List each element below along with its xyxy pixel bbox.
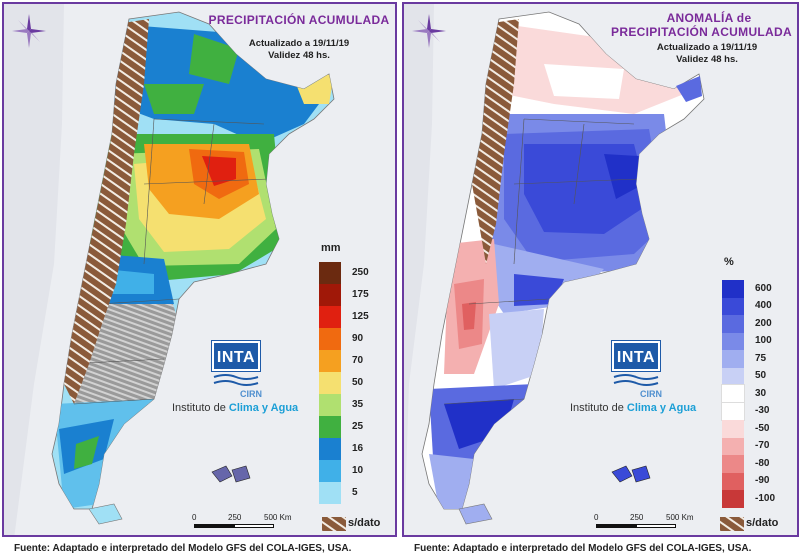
cirn-label: CIRN bbox=[240, 389, 262, 399]
legend-label: 250 bbox=[352, 267, 369, 278]
scale-tick-0: 0 bbox=[192, 513, 197, 522]
legend-swatch bbox=[319, 416, 341, 438]
updated-date: Actualizado a 19/11/19 bbox=[248, 38, 350, 49]
nodata-label: s/dato bbox=[348, 517, 381, 529]
legend-label: 30 bbox=[755, 387, 767, 399]
source-note-right: Fuente: Adaptado e interpretado del Mode… bbox=[414, 543, 752, 554]
legend-swatch bbox=[722, 297, 744, 315]
map-title: PRECIPITACIÓN ACUMULADA bbox=[208, 13, 390, 27]
legend-swatch bbox=[721, 401, 745, 421]
legend-label: -70 bbox=[755, 440, 770, 452]
scale-bar: 0 250 500 Km bbox=[192, 513, 314, 530]
scale-bar: 0 250 500 Km bbox=[594, 513, 716, 530]
compass-rose-icon bbox=[12, 14, 46, 48]
legend-swatch bbox=[722, 315, 744, 333]
institute-highlight: Clima y Agua bbox=[228, 402, 299, 414]
legend-swatch bbox=[319, 328, 341, 350]
legend-label: -80 bbox=[755, 457, 770, 469]
nodata-swatch bbox=[720, 517, 744, 531]
legend-swatch bbox=[319, 482, 341, 504]
scale-tick-250: 250 bbox=[630, 513, 644, 522]
legend-unit: % bbox=[724, 256, 734, 268]
precipitation-map-panel: PRECIPITACIÓN ACUMULADA Actualizado a 19… bbox=[2, 2, 397, 537]
compass-rose-icon bbox=[412, 14, 446, 48]
legend-label: 16 bbox=[352, 443, 364, 454]
legend-swatch bbox=[722, 437, 744, 455]
legend-swatch bbox=[722, 490, 744, 508]
nodata-swatch bbox=[322, 517, 346, 531]
institute-name: Instituto de Clima y Agua bbox=[172, 402, 298, 414]
validity-text: Validez 48 hs. bbox=[676, 54, 738, 65]
nodata-label: s/dato bbox=[746, 517, 779, 529]
inta-logo: INTA bbox=[211, 340, 261, 372]
legend-swatch bbox=[722, 420, 744, 438]
legend-swatch bbox=[319, 438, 341, 460]
legend-unit: mm bbox=[321, 242, 341, 254]
legend-swatch bbox=[319, 284, 341, 306]
inta-logo: INTA bbox=[611, 340, 661, 372]
precipitation-legend: mm 250 175 125 90 70 50 35 25 16 10 5 bbox=[319, 242, 394, 512]
legend-label: 90 bbox=[352, 333, 364, 344]
legend-swatch bbox=[319, 306, 341, 328]
institute-prefix: Instituto de bbox=[172, 402, 229, 414]
legend-swatch bbox=[722, 350, 744, 368]
legend-swatch bbox=[319, 394, 341, 416]
legend-swatch bbox=[722, 367, 744, 385]
legend-label: -90 bbox=[755, 475, 770, 487]
cirn-label: CIRN bbox=[640, 389, 662, 399]
scale-tick-500: 500 Km bbox=[264, 513, 292, 522]
legend-label: 125 bbox=[352, 311, 369, 322]
institute-prefix: Instituto de bbox=[570, 402, 627, 414]
legend-label: 75 bbox=[755, 352, 767, 364]
source-note-left: Fuente: Adaptado e interpretado del Mode… bbox=[14, 543, 352, 554]
legend-label: 600 bbox=[755, 282, 772, 294]
legend-label: 400 bbox=[755, 300, 772, 312]
legend-swatch bbox=[721, 384, 745, 404]
updated-date: Actualizado a 19/11/19 bbox=[656, 42, 758, 53]
legend-label: 35 bbox=[352, 399, 364, 410]
legend-label: 5 bbox=[352, 487, 358, 498]
legend-label: 200 bbox=[755, 317, 772, 329]
legend-swatch bbox=[319, 350, 341, 372]
anomaly-map bbox=[404, 4, 797, 535]
legend-label: -30 bbox=[755, 405, 770, 417]
legend-label: 100 bbox=[755, 335, 772, 347]
scale-tick-250: 250 bbox=[228, 513, 242, 522]
institute-highlight: Clima y Agua bbox=[626, 402, 697, 414]
waves-icon bbox=[613, 374, 659, 386]
map-title-line2: PRECIPITACIÓN ACUMULADA bbox=[611, 25, 792, 39]
legend-swatch bbox=[722, 472, 744, 490]
legend-swatch bbox=[722, 332, 744, 350]
waves-icon bbox=[213, 374, 259, 386]
legend-label: 70 bbox=[352, 355, 364, 366]
footer: Fuente: Adaptado e interpretado del Mode… bbox=[0, 539, 801, 558]
legend-swatch bbox=[319, 372, 341, 394]
anomaly-map-panel: ANOMALÍA de PRECIPITACIÓN ACUMULADA Actu… bbox=[402, 2, 799, 537]
legend-swatch bbox=[722, 455, 744, 473]
legend-label: 50 bbox=[352, 377, 364, 388]
legend-swatch bbox=[319, 262, 341, 284]
scale-tick-0: 0 bbox=[594, 513, 599, 522]
legend-swatch bbox=[722, 280, 744, 298]
legend-label: 10 bbox=[352, 465, 364, 476]
anomaly-legend: % 600 400 200 100 75 50 30 -30 -50 -70 -80 -90 -100 bbox=[721, 256, 797, 518]
validity-text: Validez 48 hs. bbox=[268, 50, 330, 61]
precipitation-map bbox=[4, 4, 395, 535]
legend-label: 175 bbox=[352, 289, 369, 300]
legend-label: -50 bbox=[755, 422, 770, 434]
legend-label: 50 bbox=[755, 370, 767, 382]
legend-label: -100 bbox=[755, 492, 776, 504]
scale-tick-500: 500 Km bbox=[666, 513, 694, 522]
legend-swatch bbox=[319, 460, 341, 482]
legend-label: 25 bbox=[352, 421, 364, 432]
map-title-line1: ANOMALÍA de bbox=[666, 11, 752, 25]
institute-name: Instituto de Clima y Agua bbox=[570, 402, 696, 414]
